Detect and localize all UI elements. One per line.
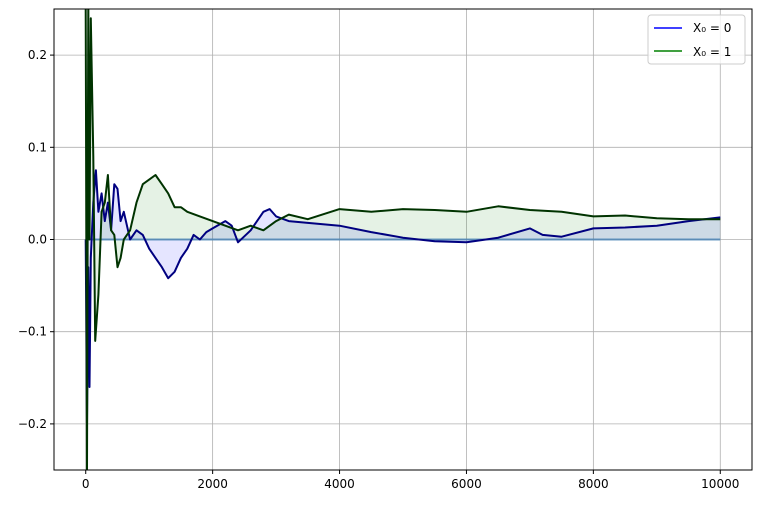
y-tick-label: 0.2 <box>28 48 47 62</box>
legend-label-x0-1: X₀ = 1 <box>693 45 731 59</box>
legend-label-x0-0: X₀ = 0 <box>693 21 731 35</box>
x-tick-label: 2000 <box>197 477 228 491</box>
x-tick-label: 10000 <box>701 477 739 491</box>
x-tick-label: 4000 <box>324 477 355 491</box>
series-lines <box>84 9 721 470</box>
fills <box>85 9 721 470</box>
legend: X₀ = 0 X₀ = 1 <box>647 14 746 65</box>
x-tick-label: 6000 <box>451 477 482 491</box>
x-tick-label: 8000 <box>578 477 609 491</box>
y-tick-label: −0.1 <box>18 325 47 339</box>
ticks: 0 2000 4000 6000 8000 10000 −0.2 −0.1 0.0 0.1 0.2 <box>18 48 740 491</box>
y-tick-label: 0.0 <box>28 233 47 247</box>
series-line-0 <box>84 169 721 425</box>
y-tick-label: 0.1 <box>28 140 47 154</box>
x-tick-label: 0 <box>82 477 90 491</box>
series-line-1 <box>84 9 721 470</box>
series-fill-1 <box>85 9 721 470</box>
y-tick-label: −0.2 <box>18 417 47 431</box>
